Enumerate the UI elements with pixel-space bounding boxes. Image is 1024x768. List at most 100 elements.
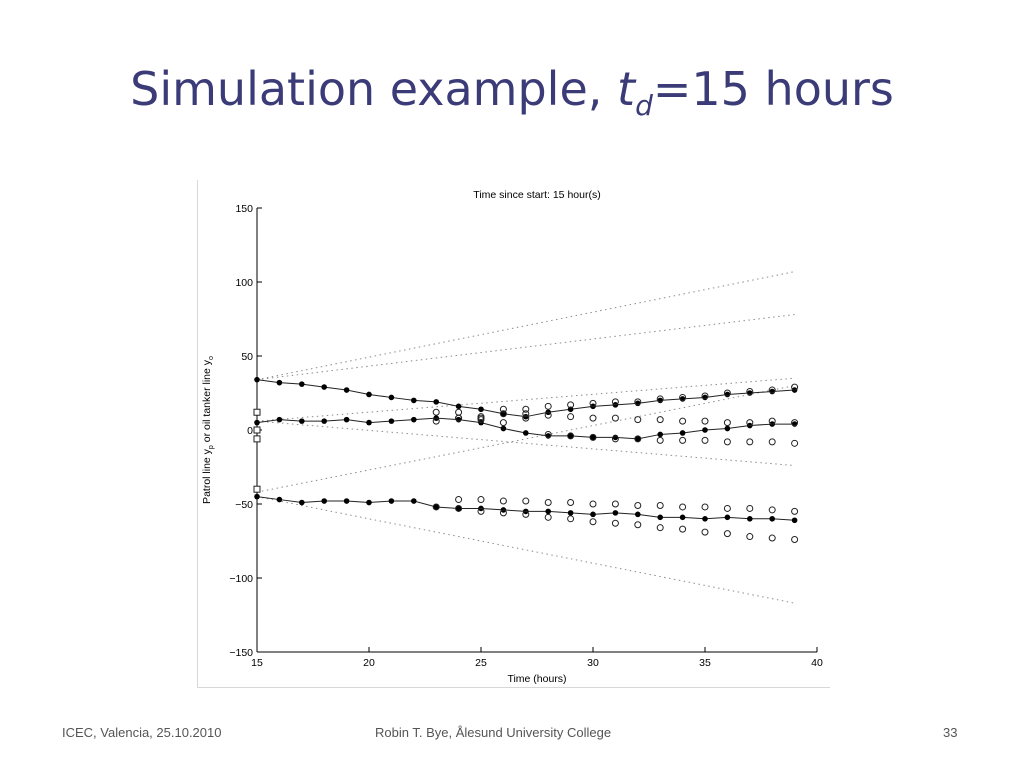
title-variable: td xyxy=(617,62,653,122)
series-6-point xyxy=(567,432,575,440)
series-1-point xyxy=(411,397,417,404)
series-4-point xyxy=(455,408,463,416)
title-rest: =15 hours xyxy=(652,62,894,116)
series-2-point xyxy=(567,433,574,439)
series-3-point xyxy=(366,499,372,506)
start-square-marker xyxy=(253,408,261,416)
series-3-point xyxy=(299,499,305,506)
series-3-point xyxy=(455,505,462,512)
series-6-point xyxy=(611,435,619,443)
series-3-point xyxy=(343,498,350,504)
series-3-point xyxy=(702,516,708,522)
x-tick-label-20: 20 xyxy=(363,657,375,669)
series-2-point xyxy=(343,416,350,423)
x-tick-label-30: 30 xyxy=(587,657,599,669)
series-1-point xyxy=(388,394,395,401)
series-6-point xyxy=(768,438,776,446)
chart: Time since start: 15 hour(s) Time (hours… xyxy=(197,180,830,688)
y-tick-label--150: −150 xyxy=(229,647,253,659)
plot-frame: Time since start: 15 hour(s) Time (hours… xyxy=(197,180,830,688)
y-tick-label-50: 50 xyxy=(241,351,253,363)
series-7-point xyxy=(634,501,642,509)
projection-lines xyxy=(256,271,795,604)
series-1-point xyxy=(343,387,350,393)
series-3-point xyxy=(567,510,574,516)
series-6-point xyxy=(522,414,530,422)
series-1-point xyxy=(455,403,462,410)
projection-line-1 xyxy=(256,271,795,381)
series-6-point xyxy=(701,436,709,444)
chart-title: Time since start: 15 hour(s) xyxy=(473,189,600,201)
series-3-point xyxy=(545,508,551,515)
y-tick-label--50: −50 xyxy=(235,499,253,511)
series-8-point xyxy=(701,528,709,536)
series-8-point xyxy=(544,513,552,521)
series-3-point xyxy=(769,516,775,522)
series-5-point xyxy=(791,419,799,427)
series-7-point xyxy=(455,496,463,504)
title-subscript: d xyxy=(635,89,653,122)
series-8-point xyxy=(656,524,664,532)
page-number: 33 xyxy=(943,725,958,740)
series-7-point xyxy=(768,506,776,514)
series-5-point xyxy=(768,417,776,425)
series-1-point xyxy=(254,376,260,383)
series-4-point xyxy=(791,383,799,391)
series-4-point xyxy=(499,405,507,413)
series-4-point xyxy=(701,392,709,400)
series-1-point xyxy=(366,391,372,398)
series-group xyxy=(254,376,799,544)
projection-line-2 xyxy=(256,314,795,381)
series-3-point xyxy=(657,514,663,521)
series-8-point xyxy=(589,518,597,526)
slide-title: Simulation example, td=15 hours xyxy=(0,62,1024,122)
x-tick-label-25: 25 xyxy=(475,657,487,669)
series-3-point xyxy=(635,511,641,518)
series-8-point xyxy=(746,533,754,541)
series-8-point xyxy=(634,521,642,529)
series-7-point xyxy=(544,499,552,507)
series-2-point xyxy=(411,416,417,423)
series-8-point xyxy=(567,515,575,523)
series-6-point xyxy=(544,430,552,438)
series-7-point xyxy=(611,500,619,508)
series-4-point xyxy=(723,389,731,397)
series-5-point xyxy=(701,417,709,425)
series-4-point xyxy=(432,408,440,416)
series-7-point xyxy=(477,496,485,504)
series-5-point xyxy=(656,416,664,424)
series-8-point xyxy=(611,519,619,527)
series-4-point xyxy=(589,399,597,407)
series-3-point xyxy=(321,498,327,504)
series-2-point xyxy=(679,430,686,436)
series-2-point xyxy=(702,427,708,433)
series-3-point xyxy=(791,517,798,524)
start-markers xyxy=(253,408,261,493)
y-tick-label-100: 100 xyxy=(235,277,253,289)
series-5-point xyxy=(589,414,597,422)
series-7-point xyxy=(589,500,597,508)
series-2-point xyxy=(523,430,529,436)
series-2-point xyxy=(299,418,305,424)
x-tick-label-35: 35 xyxy=(699,657,711,669)
series-2-point xyxy=(321,418,327,424)
series-4-point xyxy=(768,386,776,394)
series-2-point xyxy=(388,418,395,424)
series-7-point xyxy=(499,497,507,505)
series-7-point xyxy=(723,504,731,512)
axes: 15 20 25 30 35 40 150 100 50 0 −50 −100 −150 xyxy=(229,203,823,669)
series-3-point xyxy=(612,510,619,516)
series-4-point xyxy=(746,388,754,396)
y-axis-label: Patrol line yp or oil tanker line yo xyxy=(201,356,215,504)
series-8-point xyxy=(791,536,799,544)
series-7-point xyxy=(746,504,754,512)
series-3-point xyxy=(411,498,417,504)
series-6-point xyxy=(679,436,687,444)
x-axis-label: Time (hours) xyxy=(507,673,566,685)
title-main: Simulation example, xyxy=(130,62,618,116)
projection-line-5 xyxy=(256,385,795,493)
series-6-point xyxy=(589,433,597,441)
series-5-point xyxy=(634,416,642,424)
series-3-point xyxy=(724,514,731,521)
series-2-point xyxy=(254,419,260,426)
